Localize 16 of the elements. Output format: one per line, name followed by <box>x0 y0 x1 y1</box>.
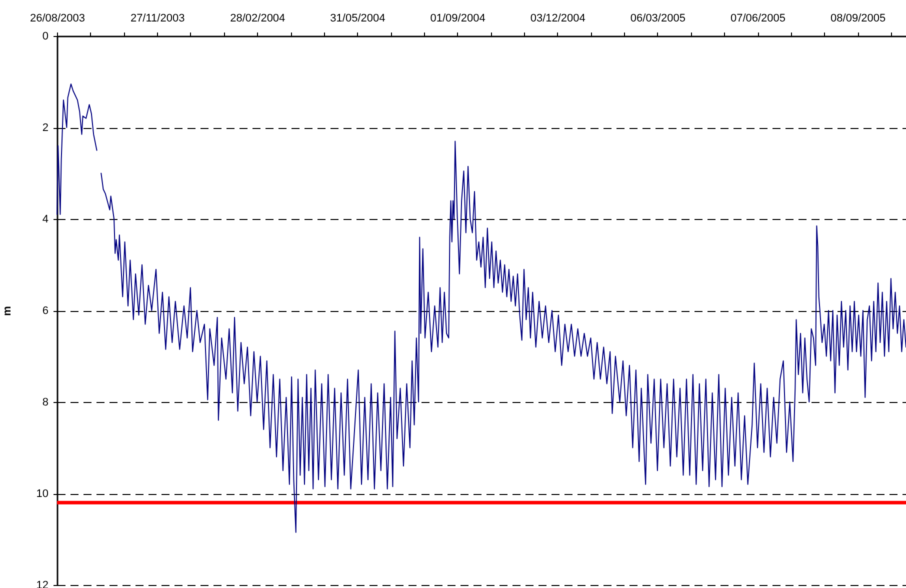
y-tick-label: 6 <box>42 305 48 317</box>
x-tick-label: 28/02/2004 <box>230 12 286 24</box>
x-tick-label: 08/09/2005 <box>830 12 886 24</box>
y-tick-label: 0 <box>42 30 48 42</box>
x-tick-label: 27/11/2003 <box>130 12 185 24</box>
y-tick-label: 8 <box>42 396 48 408</box>
x-tick-label: 31/05/2004 <box>330 12 386 24</box>
x-tick-label: 01/09/2004 <box>430 12 486 24</box>
x-tick-label: 26/08/2003 <box>30 12 86 24</box>
y-tick-label: 4 <box>42 214 48 226</box>
x-tick-label: 06/03/2005 <box>630 12 686 24</box>
x-tick-label: 07/06/2005 <box>730 12 786 24</box>
x-tick-label: 03/12/2004 <box>530 12 586 24</box>
y-axis-title: m <box>1 306 14 316</box>
y-tick-label: 2 <box>42 122 48 134</box>
y-tick-label: 10 <box>36 488 48 500</box>
